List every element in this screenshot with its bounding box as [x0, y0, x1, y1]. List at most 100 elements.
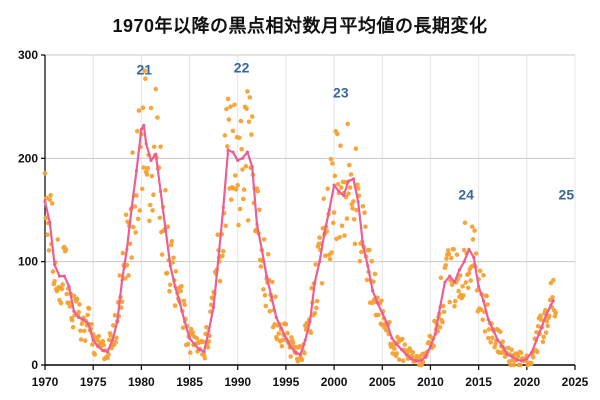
scatter-point	[247, 95, 253, 100]
smoothed-line-marker	[371, 289, 375, 293]
scatter-point	[236, 222, 241, 228]
smoothed-line-marker	[409, 357, 413, 361]
scatter-point	[241, 196, 246, 202]
scatter-point	[262, 292, 268, 298]
x-tick-label: 2000	[321, 375, 348, 389]
x-tick-label: 1980	[128, 375, 155, 389]
scatter-point	[335, 131, 340, 137]
scatter-point	[261, 287, 266, 292]
scatter-point	[141, 165, 147, 170]
scatter-point	[148, 105, 154, 111]
scatter-point	[552, 314, 558, 319]
scatter-point	[244, 106, 249, 111]
scatter-point	[302, 351, 307, 356]
scatter-point	[120, 250, 126, 256]
smoothed-line-marker	[390, 336, 394, 340]
scatter-point	[313, 262, 318, 267]
smoothed-line-marker	[187, 336, 192, 340]
scatter-point	[117, 273, 122, 278]
scatter-point	[46, 248, 52, 253]
scatter-point	[338, 143, 343, 148]
scatter-point	[314, 298, 320, 304]
scatter-point	[136, 108, 142, 113]
scatter-point	[170, 260, 175, 265]
scatter-point	[208, 302, 214, 308]
scatter-point	[486, 327, 492, 332]
scatter-point	[114, 335, 119, 341]
scatter-point	[108, 333, 114, 338]
scatter-point	[331, 210, 337, 215]
scatter-point	[295, 359, 301, 364]
scatter-point	[230, 128, 236, 134]
scatter-point	[461, 293, 466, 298]
scatter-point	[485, 302, 490, 307]
smoothed-line-marker	[77, 315, 81, 320]
smoothed-line-marker	[457, 268, 461, 272]
cycle-label-24: 24	[458, 187, 474, 203]
scatter-point	[71, 293, 77, 299]
scatter-point	[276, 331, 282, 336]
scatter-point	[249, 114, 255, 119]
scatter-point	[119, 299, 125, 305]
scatter-point	[285, 330, 290, 336]
scatter-point	[355, 182, 360, 188]
smoothed-line-marker	[110, 338, 115, 342]
scatter-point	[438, 275, 444, 281]
smoothed-line-marker	[438, 305, 442, 309]
smoothed-line-marker	[130, 206, 134, 210]
scatter-point	[243, 164, 249, 169]
x-tick-label: 2010	[417, 375, 444, 389]
scatter-point	[372, 271, 378, 277]
scatter-point	[194, 336, 200, 341]
scatter-point	[344, 216, 350, 221]
scatter-point	[447, 299, 453, 305]
scatter-point	[474, 288, 480, 293]
scatter-point	[486, 335, 491, 341]
smoothed-line-marker	[385, 322, 389, 326]
scatter-point	[321, 196, 327, 202]
smoothed-line-marker	[351, 177, 355, 181]
scatter-point	[249, 132, 254, 137]
smoothed-line-marker	[106, 350, 110, 354]
x-tick-label: 1995	[273, 375, 300, 389]
scatter-point	[317, 235, 322, 240]
scatter-point	[339, 223, 345, 229]
smoothed-line-marker	[399, 347, 404, 352]
scatter-point	[481, 273, 486, 278]
smoothed-line-marker	[250, 165, 254, 169]
scatter-point	[551, 277, 556, 283]
smoothed-line-marker	[216, 255, 221, 260]
scatter-point	[66, 300, 72, 306]
scatter-point	[342, 233, 347, 238]
smoothed-line-marker	[472, 255, 476, 260]
scatter-point	[357, 258, 363, 264]
smoothed-line-marker	[279, 326, 283, 330]
scatter-point	[74, 296, 80, 302]
smoothed-line-marker	[549, 303, 553, 307]
scatter-point	[55, 237, 61, 242]
scatter-point	[469, 224, 475, 229]
scatter-point	[446, 251, 452, 257]
scatter-point	[129, 255, 134, 260]
scatter-point	[49, 201, 55, 206]
scatter-point	[539, 317, 544, 323]
x-tick-label: 1985	[176, 375, 203, 389]
scatter-point	[465, 285, 471, 291]
x-tick-label: 1975	[80, 375, 107, 389]
scatter-point	[96, 333, 102, 339]
smoothed-line	[43, 124, 555, 362]
scatter-point	[171, 255, 176, 261]
scatter-point	[354, 207, 359, 213]
scatter-point	[279, 343, 285, 349]
scatter-point	[541, 334, 546, 340]
scatter-point	[270, 279, 275, 285]
smoothed-line-marker	[452, 280, 457, 284]
scatter-point	[43, 215, 49, 221]
scatter-point	[70, 317, 75, 323]
smoothed-line-marker	[534, 338, 539, 342]
scatter-point	[90, 342, 95, 347]
scatter-point	[545, 323, 550, 329]
scatter-point	[325, 186, 331, 191]
scatter-point	[456, 288, 461, 294]
scatter-point	[167, 288, 172, 294]
